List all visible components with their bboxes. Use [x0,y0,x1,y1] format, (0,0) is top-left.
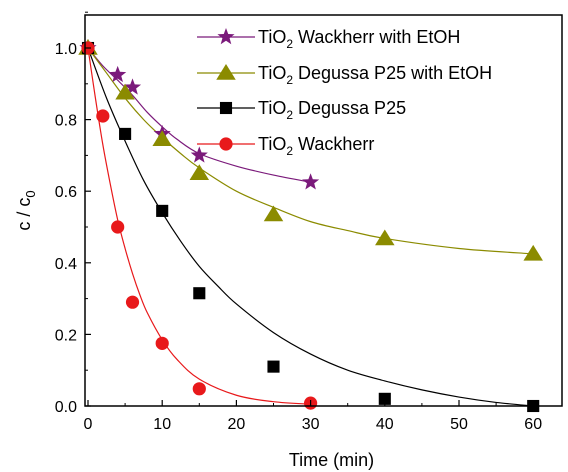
y-tick-label: 0.8 [55,113,77,130]
x-axis-label: Time (min) [289,450,374,470]
data-point [119,127,132,140]
legend-item: TiO2 Wackherr [197,134,374,158]
legend-label: TiO2 Degussa P25 [258,98,406,122]
y-axis-label: c / c0 [14,190,38,230]
data-point [96,109,110,123]
legend-item: TiO2 Degussa P25 [197,98,406,122]
data-point [156,204,169,217]
data-point [263,205,284,222]
data-point [378,392,391,405]
legend: TiO2 Wackherr with EtOH TiO2 Degussa P25 … [197,27,492,158]
data-point [375,229,395,246]
y-tick-label: 0.6 [55,184,77,201]
plot-frame [84,14,563,407]
data-point [155,336,169,350]
legend-marker [216,64,236,80]
legend-marker [219,101,233,115]
data-point [152,130,172,147]
legend-item: TiO2 Wackherr with EtOH [197,27,460,51]
legend-label: TiO2 Degussa P25 with EtOH [258,63,492,87]
data-point [189,164,210,181]
data-point [115,83,135,100]
data-point [523,244,543,261]
x-tick-label: 20 [228,416,246,433]
series-curve [87,47,311,405]
y-tick-label: 0.0 [55,399,77,416]
data-point [109,65,127,83]
data-point [193,287,206,300]
series-markers [81,41,318,410]
x-tick-label: 60 [524,416,542,433]
data-point [267,360,280,373]
data-point [111,220,125,234]
data-markers [78,39,543,413]
y-tick-label: 1.0 [55,41,77,58]
data-point [302,173,320,190]
x-tick-label: 30 [302,416,320,433]
legend-label: TiO2 Wackherr [258,134,374,158]
data-point [192,382,206,396]
legend-marker [219,137,233,151]
data-point [125,295,140,309]
x-tick-label: 10 [153,416,171,433]
legend-item: TiO2 Degussa P25 with EtOH [197,63,492,87]
x-tick-label: 0 [84,416,93,433]
legend-label: TiO2 Wackherr with EtOH [258,27,460,51]
x-tick-label: 40 [376,416,394,433]
y-tick-label: 0.2 [55,327,77,344]
data-point [123,78,142,95]
x-tick-label: 50 [450,416,468,433]
data-point [190,146,208,163]
axes: 0 10 20 30 40 50 60 0.0 0.2 0.4 0.6 0.8 1.0 Time (min… [14,11,542,470]
series-curve [87,47,534,406]
y-tick-label: 0.4 [55,256,77,273]
legend-marker [217,28,235,45]
